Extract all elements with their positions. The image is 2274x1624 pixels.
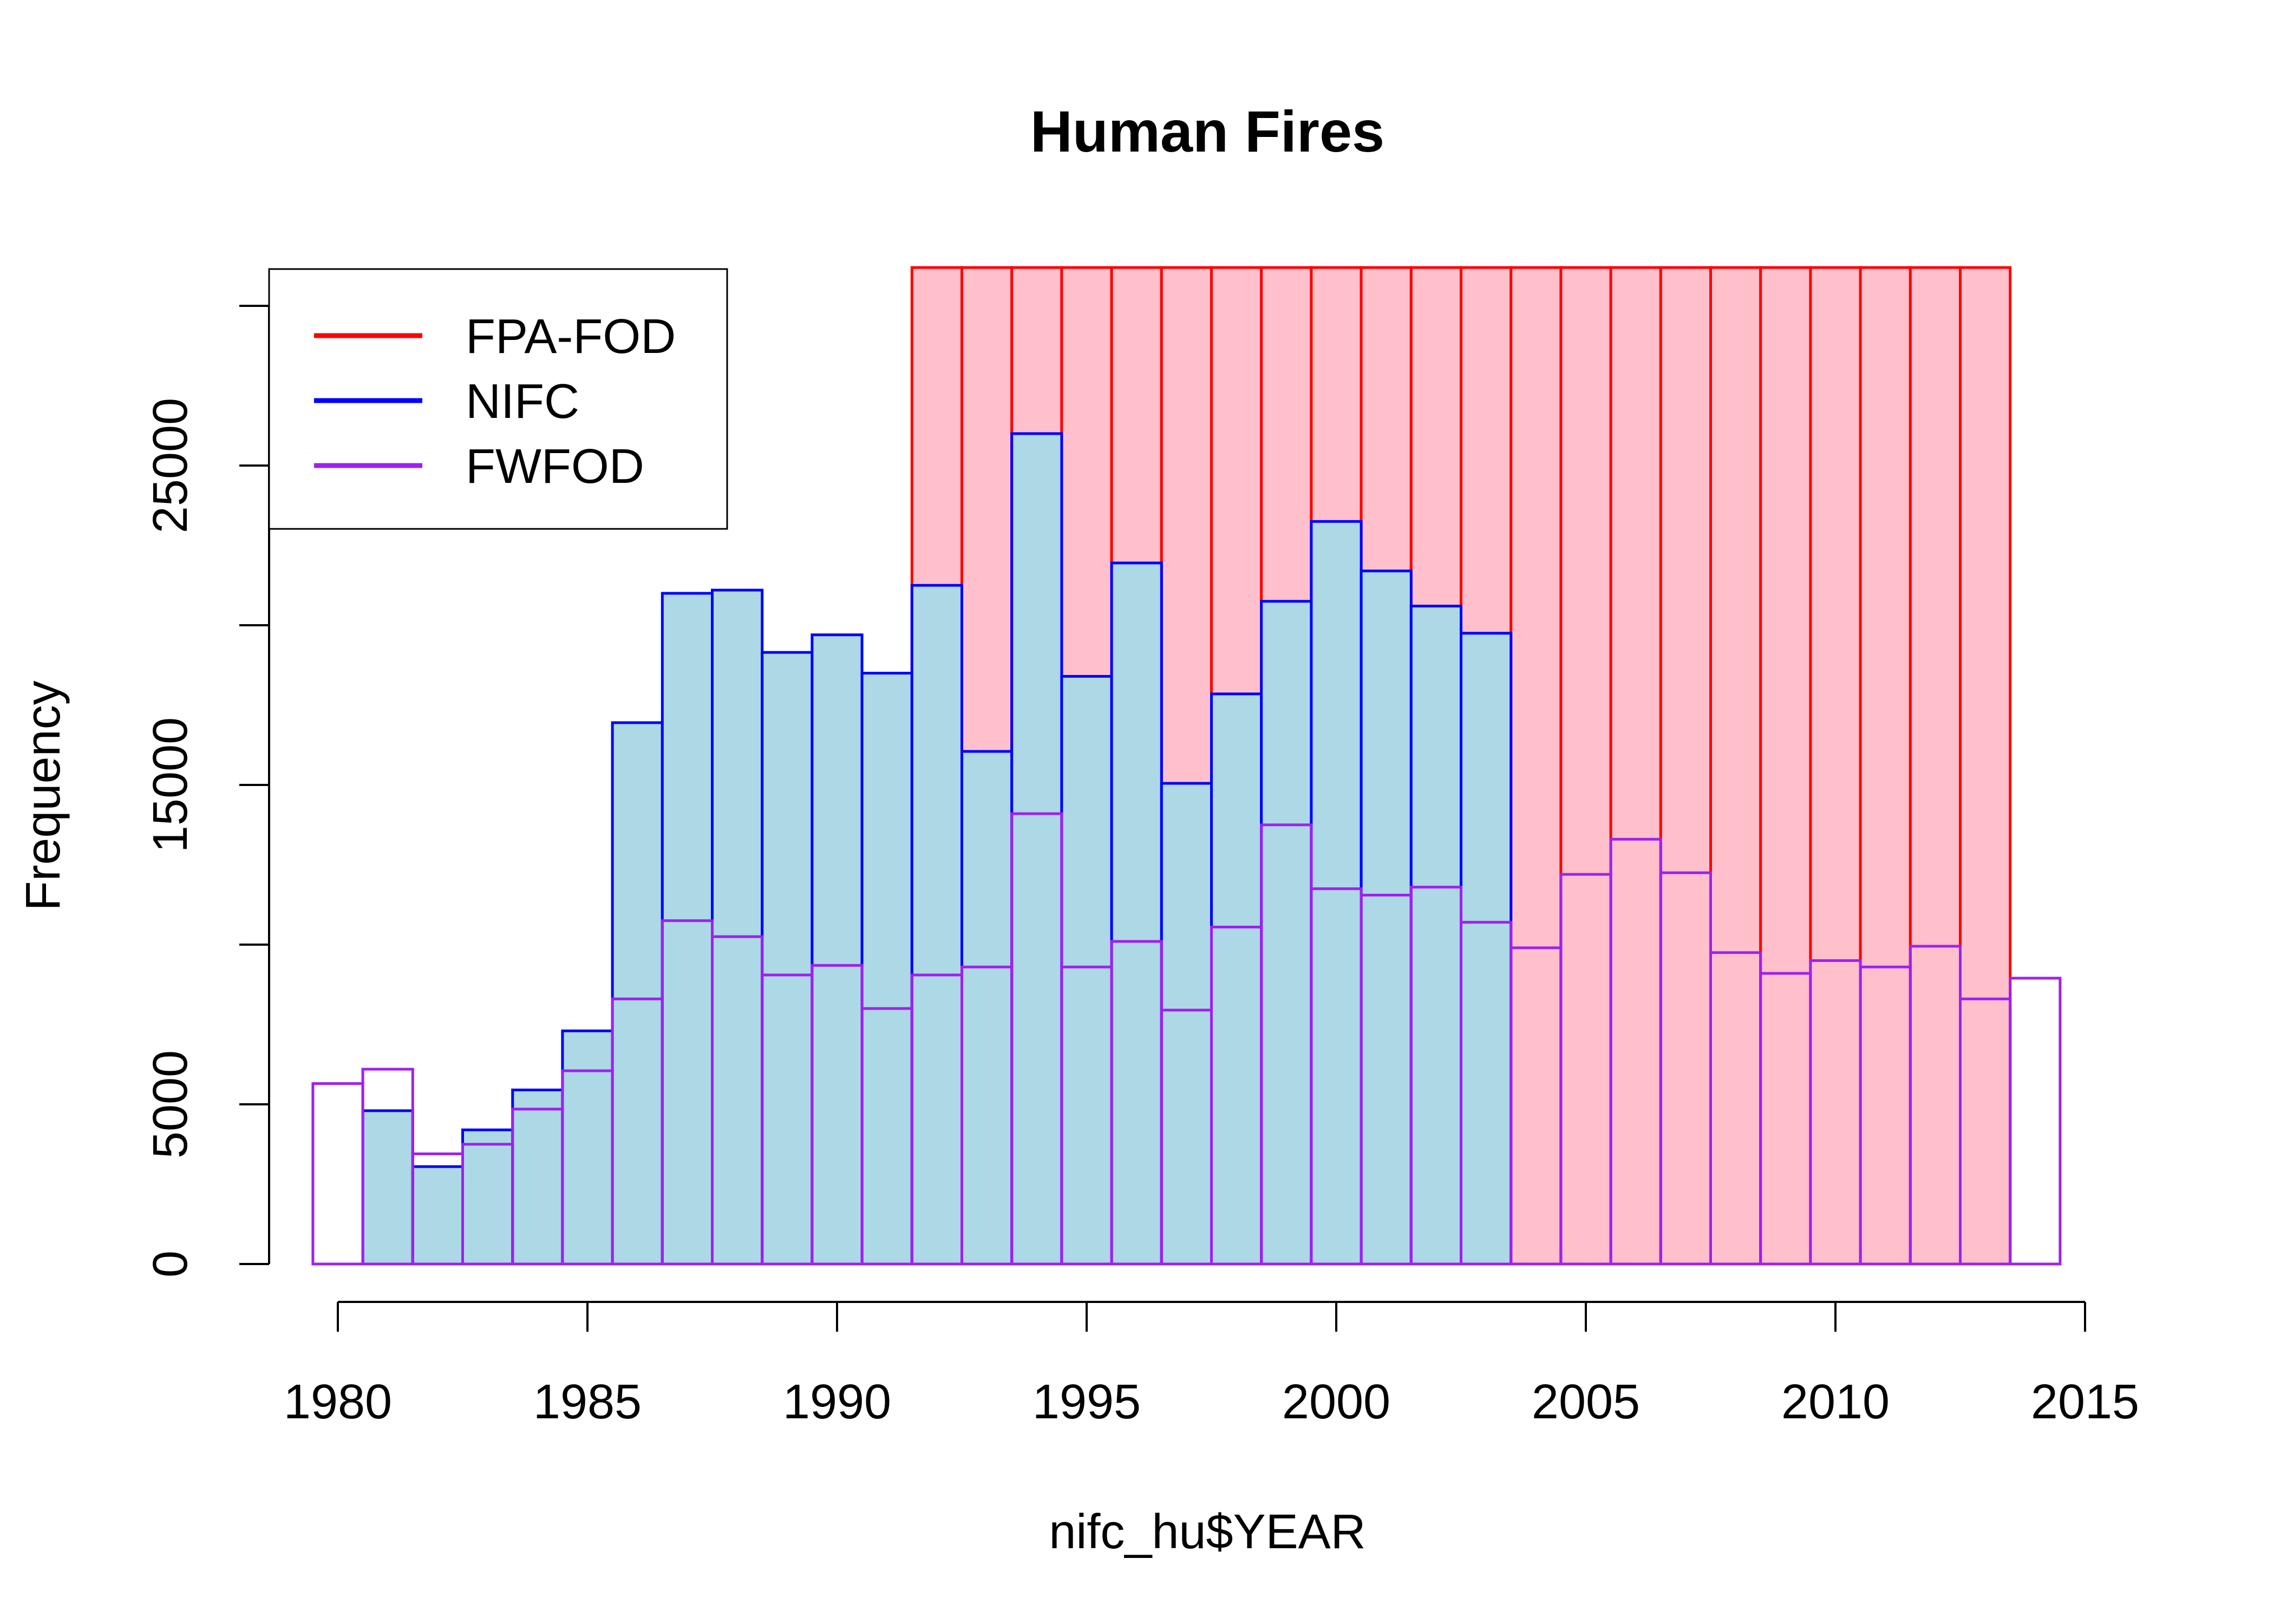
fpa-fod-bar-2007 [1659,266,1713,1266]
nifc-bar-2000 [1310,520,1363,1266]
x-axis-label: nifc_hu$YEAR [1049,1505,1365,1559]
legend-label-fwfod: FWFOD [466,440,644,494]
nifc-bar-1984 [511,1088,564,1266]
fpa-fod-bar-2005 [1559,266,1612,1266]
x-tick-label-2005: 2005 [1532,1375,1640,1429]
nifc-bar-1992 [910,584,964,1266]
x-tick-label-2010: 2010 [1781,1375,1890,1429]
y-axis: 0 5000 15000 25000 [143,305,270,1278]
fpa-fod-bar-2009 [1759,266,1812,1266]
x-tick-label-1980: 1980 [284,1375,392,1429]
x-tick-label-2015: 2015 [2031,1375,2139,1429]
legend: FPA-FOD NIFC FWFOD [268,268,728,530]
nifc-bar-1986 [611,721,664,1266]
nifc-bar-1988 [711,588,764,1266]
nifc-bar-1985 [561,1029,614,1266]
y-tick-label-5000: 5000 [143,1050,198,1158]
nifc-bar-1981 [361,1109,414,1266]
fwfod-bar-1980 [311,1082,364,1266]
fpa-fod-bar-2010 [1809,266,1862,1266]
nifc-bar-2002 [1409,605,1463,1266]
fwfod-bar-2014 [2009,977,2062,1266]
nifc-bar-1996 [1110,561,1163,1266]
nifc-bar-1983 [461,1128,514,1266]
fpa-fod-bar-2013 [1959,266,2012,1266]
x-axis: 1980 1985 1990 1995 2000 2005 2010 2015 [284,1301,2139,1429]
nifc-bar-2001 [1360,569,1413,1266]
fpa-fod-bar-2008 [1709,266,1762,1266]
nifc-bar-1998 [1210,692,1263,1266]
nifc-bar-1989 [761,651,814,1266]
nifc-bar-1995 [1060,675,1113,1266]
y-axis-label: Frequency [16,680,70,911]
x-tick-label-1990: 1990 [783,1375,891,1429]
x-tick-label-1995: 1995 [1033,1375,1141,1429]
fpa-fod-bar-2006 [1609,266,1662,1266]
x-tick-label-2000: 2000 [1282,1375,1390,1429]
y-tick-label-25000: 25000 [143,398,198,533]
nifc-bar-1999 [1260,600,1313,1266]
y-tick-label-15000: 15000 [143,717,198,853]
nifc-bars [361,432,1513,1266]
nifc-bar-1990 [811,633,864,1266]
fpa-fod-bar-2012 [1909,266,1962,1266]
chart-title: Human Fires [1030,99,1384,164]
fpa-fod-bar-2011 [1859,266,1912,1266]
legend-label-fpa-fod: FPA-FOD [466,310,676,364]
legend-label-nifc: NIFC [466,375,579,429]
nifc-bar-2003 [1460,632,1513,1266]
nifc-bar-1994 [1010,432,1063,1266]
y-tick-label-0: 0 [143,1250,198,1278]
nifc-bar-1993 [960,750,1014,1266]
nifc-bar-1997 [1160,782,1213,1266]
nifc-bar-1987 [661,592,714,1266]
nifc-bar-1991 [860,672,913,1266]
fpa-fod-bar-2004 [1510,266,1563,1266]
nifc-bar-1982 [411,1165,464,1266]
fwfod-bars [311,812,2062,1266]
x-tick-label-1985: 1985 [533,1375,642,1429]
